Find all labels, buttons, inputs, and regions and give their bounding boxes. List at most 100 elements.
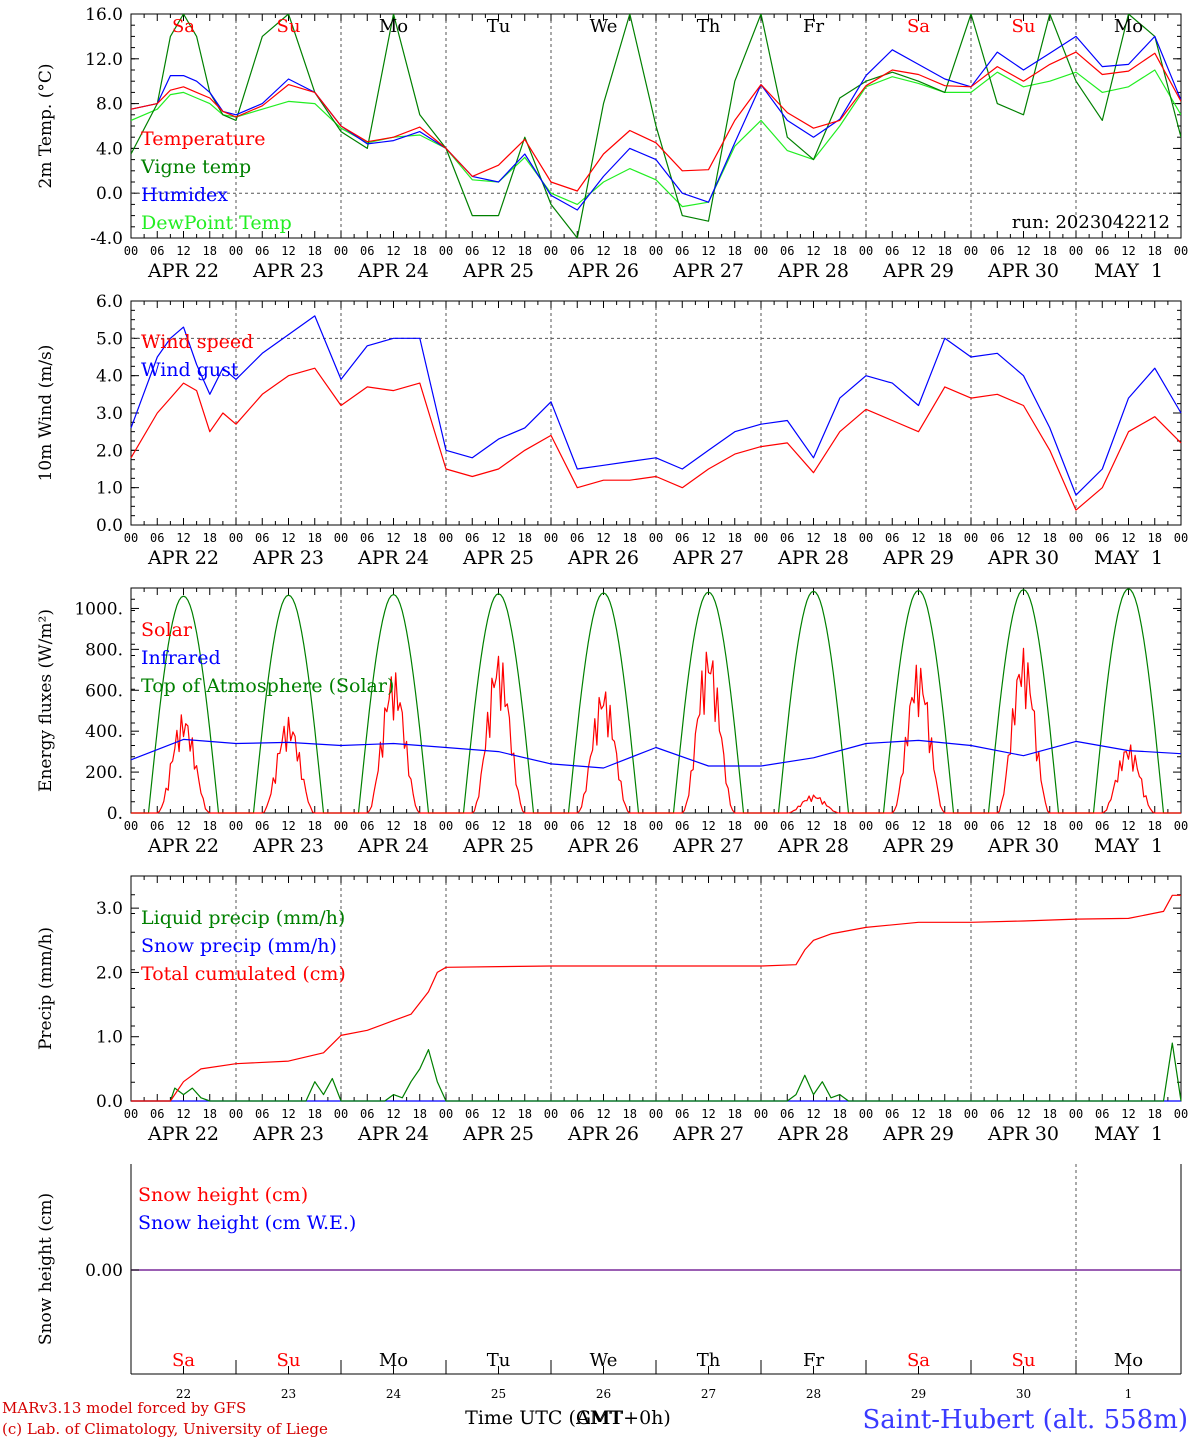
series-line-solar bbox=[131, 647, 1181, 814]
hour-tick-label: 18 bbox=[623, 819, 637, 833]
hour-tick-label: 06 bbox=[465, 819, 479, 833]
hour-tick-label: 00 bbox=[229, 819, 243, 833]
legend-entry: Vigne temp bbox=[140, 156, 251, 178]
hour-tick-label: 18 bbox=[1148, 1107, 1162, 1121]
hour-tick-label: 18 bbox=[518, 244, 532, 258]
hour-tick-label: 12 bbox=[596, 819, 610, 833]
hour-tick-label: 00 bbox=[754, 819, 768, 833]
hour-tick-label: 00 bbox=[859, 819, 873, 833]
date-label: APR 23 bbox=[252, 1123, 324, 1145]
hour-tick-label: 18 bbox=[938, 531, 952, 545]
hour-tick-label: 12 bbox=[281, 244, 295, 258]
y-tick-label: 5.0 bbox=[96, 329, 123, 349]
y-tick-label: -4.0 bbox=[90, 229, 123, 249]
hour-tick-label: 18 bbox=[938, 1107, 952, 1121]
day-number-label: 1 bbox=[1125, 1387, 1133, 1401]
panel-snow: 0.00 Snow height (cm) Snow height (cm) Snow… bbox=[36, 1164, 1182, 1401]
hour-tick-label: 12 bbox=[1016, 531, 1030, 545]
weekday-label: Sa bbox=[172, 1350, 195, 1371]
hour-tick-label: 00 bbox=[334, 244, 348, 258]
hour-tick-label: 06 bbox=[990, 531, 1004, 545]
date-label: APR 24 bbox=[357, 260, 429, 282]
date-label: APR 27 bbox=[672, 547, 744, 569]
hour-tick-label: 12 bbox=[701, 531, 715, 545]
hour-tick-label: 00 bbox=[649, 819, 663, 833]
hour-tick-label: 18 bbox=[833, 531, 847, 545]
legend-entry: Wind gust bbox=[141, 359, 239, 381]
hour-tick-label: 18 bbox=[1043, 244, 1057, 258]
hour-tick-label: 12 bbox=[701, 819, 715, 833]
hour-tick-label: 06 bbox=[255, 1107, 269, 1121]
footer: MARv3.13 model forced by GFS (c) Lab. of … bbox=[2, 1399, 1188, 1438]
date-label: APR 28 bbox=[777, 547, 849, 569]
hour-tick-label: 12 bbox=[386, 819, 400, 833]
hour-tick-label: 18 bbox=[938, 244, 952, 258]
date-label: APR 22 bbox=[147, 260, 219, 282]
hour-tick-label: 00 bbox=[1069, 819, 1083, 833]
hour-tick-label: 18 bbox=[308, 244, 322, 258]
hour-tick-label: 06 bbox=[360, 819, 374, 833]
weekday-label: Tu bbox=[487, 1350, 511, 1371]
hour-tick-label: 18 bbox=[203, 1107, 217, 1121]
hour-tick-label: 00 bbox=[754, 244, 768, 258]
legend-entry: Wind speed bbox=[141, 331, 253, 353]
y-tick-label: 12.0 bbox=[85, 50, 123, 70]
day-number-label: 24 bbox=[386, 1387, 402, 1401]
hour-tick-label: 00 bbox=[229, 531, 243, 545]
hour-tick-label: 12 bbox=[596, 1107, 610, 1121]
panel-frame bbox=[130, 587, 1182, 814]
hour-tick-label: 12 bbox=[176, 1107, 190, 1121]
hour-tick-label: 06 bbox=[150, 819, 164, 833]
hour-tick-label: 00 bbox=[229, 1107, 243, 1121]
hour-tick-label: 00 bbox=[754, 531, 768, 545]
date-label: APR 25 bbox=[462, 1123, 534, 1145]
date-label: APR 30 bbox=[987, 835, 1059, 857]
hour-tick-label: 18 bbox=[413, 819, 427, 833]
legend-entry: Temperature bbox=[141, 128, 265, 150]
weekday-label: Su bbox=[277, 16, 301, 37]
date-label: APR 27 bbox=[672, 835, 744, 857]
hour-tick-label: 18 bbox=[1043, 531, 1057, 545]
hour-tick-label: 06 bbox=[990, 819, 1004, 833]
series-line-red bbox=[130, 367, 1182, 511]
hour-tick-label: 18 bbox=[308, 531, 322, 545]
date-label: APR 29 bbox=[882, 1123, 954, 1145]
hour-tick-label: 18 bbox=[413, 244, 427, 258]
hour-tick-label: 00 bbox=[964, 531, 978, 545]
hour-tick-label: 06 bbox=[990, 244, 1004, 258]
date-label: APR 24 bbox=[357, 1123, 429, 1145]
hour-tick-label: 06 bbox=[780, 531, 794, 545]
panel-temperature: -4.0 0.0 4.0 8.0 12.0 16.0 2m Temp. (°C) 00 06 12… bbox=[36, 5, 1188, 282]
x-axis-label: Time UTC (GMT+0h) bbox=[465, 1407, 671, 1429]
weekday-label: Sa bbox=[172, 16, 195, 37]
hour-tick-label: 18 bbox=[728, 819, 742, 833]
legend-entry: DewPoint Temp bbox=[141, 212, 292, 234]
hour-tick-label: 00 bbox=[1174, 531, 1188, 545]
hour-tick-label: 00 bbox=[649, 1107, 663, 1121]
hour-tick-label: 06 bbox=[570, 1107, 584, 1121]
y-tick-label: 0.0 bbox=[96, 516, 123, 536]
date-label: APR 29 bbox=[882, 260, 954, 282]
lab-credit: (c) Lab. of Climatology, University of L… bbox=[2, 1420, 328, 1438]
hour-tick-label: 12 bbox=[911, 244, 925, 258]
day-number-label: 28 bbox=[806, 1387, 821, 1401]
hour-tick-label: 12 bbox=[176, 531, 190, 545]
date-label: APR 26 bbox=[567, 835, 639, 857]
day-number-label: 25 bbox=[491, 1387, 506, 1401]
series-line-blue bbox=[131, 35, 1181, 211]
hour-tick-label: 06 bbox=[1095, 244, 1109, 258]
date-label: APR 30 bbox=[987, 1123, 1059, 1145]
hour-tick-label: 12 bbox=[1016, 1107, 1030, 1121]
y-axis-label: Energy fluxes (W/m²) bbox=[36, 609, 56, 792]
panel-wind: 0.0 1.0 2.0 3.0 4.0 5.0 6.0 10m Wind (m/s) 00 06 1… bbox=[36, 292, 1188, 569]
hour-tick-label: 18 bbox=[518, 531, 532, 545]
date-label: APR 29 bbox=[882, 835, 954, 857]
y-axis-label: Snow height (cm) bbox=[36, 1193, 56, 1345]
series-line-red bbox=[131, 894, 1181, 1102]
weekday-label: Mo bbox=[379, 16, 408, 37]
legend-entry: Top of Atmosphere (Solar) bbox=[141, 675, 394, 697]
hour-tick-label: 06 bbox=[465, 1107, 479, 1121]
y-tick-label: 2.0 bbox=[96, 441, 123, 461]
hour-tick-label: 00 bbox=[1174, 819, 1188, 833]
hour-tick-label: 00 bbox=[439, 244, 453, 258]
